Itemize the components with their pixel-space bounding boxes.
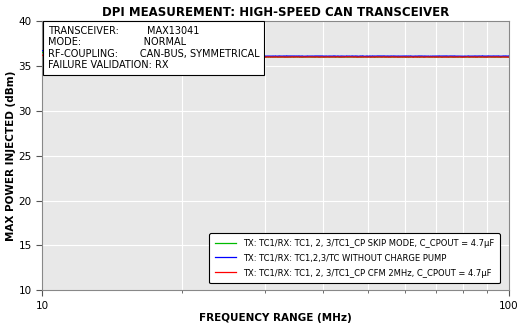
TX: TC1/RX: TC1, 2, 3/TC1_CP SKIP MODE, C_CPOUT = 4.7μF: (39.1, 36): TC1/RX: TC1, 2, 3/TC1_CP SKIP MODE, C_CP…: [315, 55, 322, 59]
X-axis label: FREQUENCY RANGE (MHz): FREQUENCY RANGE (MHz): [199, 314, 352, 323]
TX: TC1/RX: TC1,2,3/TC WITHOUT CHARGE PUMP: (39.1, 36.1): TC1/RX: TC1,2,3/TC WITHOUT CHARGE PUMP: …: [315, 54, 322, 58]
TX: TC1/RX: TC1, 2, 3/TC1_CP SKIP MODE, C_CPOUT = 4.7μF: (100, 36): TC1/RX: TC1, 2, 3/TC1_CP SKIP MODE, C_CP…: [506, 55, 512, 59]
TX: TC1/RX: TC1,2,3/TC WITHOUT CHARGE PUMP: (57.1, 36.1): TC1/RX: TC1,2,3/TC WITHOUT CHARGE PUMP: …: [392, 54, 398, 58]
TX: TC1/RX: TC1,2,3/TC WITHOUT CHARGE PUMP: (46.9, 36.1): TC1/RX: TC1,2,3/TC WITHOUT CHARGE PUMP: …: [352, 54, 358, 58]
TX: TC1/RX: TC1, 2, 3/TC1_CP CFM 2MHz, C_CPOUT = 4.7μF: (57.1, 36): TC1/RX: TC1, 2, 3/TC1_CP CFM 2MHz, C_CPO…: [392, 55, 398, 59]
TX: TC1/RX: TC1,2,3/TC WITHOUT CHARGE PUMP: (10.2, 36.7): TC1/RX: TC1,2,3/TC WITHOUT CHARGE PUMP: …: [43, 49, 50, 53]
TX: TC1/RX: TC1, 2, 3/TC1_CP SKIP MODE, C_CPOUT = 4.7μF: (10.1, 36.5): TC1/RX: TC1, 2, 3/TC1_CP SKIP MODE, C_CP…: [41, 50, 48, 54]
TX: TC1/RX: TC1, 2, 3/TC1_CP SKIP MODE, C_CPOUT = 4.7μF: (15.1, 35.8): TC1/RX: TC1, 2, 3/TC1_CP SKIP MODE, C_CP…: [123, 57, 129, 61]
TX: TC1/RX: TC1, 2, 3/TC1_CP SKIP MODE, C_CPOUT = 4.7μF: (46.9, 36): TC1/RX: TC1, 2, 3/TC1_CP SKIP MODE, C_CP…: [352, 55, 358, 59]
TX: TC1/RX: TC1, 2, 3/TC1_CP SKIP MODE, C_CPOUT = 4.7μF: (28.6, 36): TC1/RX: TC1, 2, 3/TC1_CP SKIP MODE, C_CP…: [252, 55, 258, 59]
TX: TC1/RX: TC1, 2, 3/TC1_CP CFM 2MHz, C_CPOUT = 4.7μF: (100, 36): TC1/RX: TC1, 2, 3/TC1_CP CFM 2MHz, C_CPO…: [506, 55, 512, 59]
TX: TC1/RX: TC1,2,3/TC WITHOUT CHARGE PUMP: (13.5, 35.5): TC1/RX: TC1,2,3/TC WITHOUT CHARGE PUMP: …: [100, 60, 106, 63]
Legend: TX: TC1/RX: TC1, 2, 3/TC1_CP SKIP MODE, C_CPOUT = 4.7μF, TX: TC1/RX: TC1,2,3/TC : TX: TC1/RX: TC1, 2, 3/TC1_CP SKIP MODE, …: [210, 233, 500, 283]
TX: TC1/RX: TC1,2,3/TC WITHOUT CHARGE PUMP: (15.1, 35.6): TC1/RX: TC1,2,3/TC WITHOUT CHARGE PUMP: …: [123, 59, 129, 63]
TX: TC1/RX: TC1, 2, 3/TC1_CP CFM 2MHz, C_CPOUT = 4.7μF: (18.2, 35.6): TC1/RX: TC1, 2, 3/TC1_CP CFM 2MHz, C_CPO…: [160, 58, 167, 62]
TX: TC1/RX: TC1,2,3/TC WITHOUT CHARGE PUMP: (18.2, 35.8): TC1/RX: TC1,2,3/TC WITHOUT CHARGE PUMP: …: [160, 56, 167, 60]
Y-axis label: MAX POWER INJECTED (dBm): MAX POWER INJECTED (dBm): [6, 70, 16, 241]
TX: TC1/RX: TC1, 2, 3/TC1_CP CFM 2MHz, C_CPOUT = 4.7μF: (46.9, 36): TC1/RX: TC1, 2, 3/TC1_CP CFM 2MHz, C_CPO…: [352, 55, 358, 59]
TX: TC1/RX: TC1, 2, 3/TC1_CP CFM 2MHz, C_CPOUT = 4.7μF: (10.4, 36.2): TC1/RX: TC1, 2, 3/TC1_CP CFM 2MHz, C_CPO…: [48, 53, 54, 57]
Title: DPI MEASUREMENT: HIGH-SPEED CAN TRANSCEIVER: DPI MEASUREMENT: HIGH-SPEED CAN TRANSCEI…: [102, 6, 449, 18]
Line: TX: TC1/RX: TC1,2,3/TC WITHOUT CHARGE PUMP: TX: TC1/RX: TC1,2,3/TC WITHOUT CHARGE PU…: [42, 51, 509, 62]
TX: TC1/RX: TC1, 2, 3/TC1_CP CFM 2MHz, C_CPOUT = 4.7μF: (28.6, 36): TC1/RX: TC1, 2, 3/TC1_CP CFM 2MHz, C_CPO…: [252, 55, 258, 59]
TX: TC1/RX: TC1, 2, 3/TC1_CP CFM 2MHz, C_CPOUT = 4.7μF: (15.1, 35.4): TC1/RX: TC1, 2, 3/TC1_CP CFM 2MHz, C_CPO…: [123, 61, 129, 64]
Text: TRANSCEIVER:         MAX13041
MODE:                    NORMAL
RF-COUPLING:      : TRANSCEIVER: MAX13041 MODE: NORMAL RF-CO…: [48, 26, 259, 70]
TX: TC1/RX: TC1,2,3/TC WITHOUT CHARGE PUMP: (100, 36.1): TC1/RX: TC1,2,3/TC WITHOUT CHARGE PUMP: …: [506, 54, 512, 58]
Line: TX: TC1/RX: TC1, 2, 3/TC1_CP CFM 2MHz, C_CPOUT = 4.7μF: TX: TC1/RX: TC1, 2, 3/TC1_CP CFM 2MHz, C…: [42, 55, 509, 63]
Line: TX: TC1/RX: TC1, 2, 3/TC1_CP SKIP MODE, C_CPOUT = 4.7μF: TX: TC1/RX: TC1, 2, 3/TC1_CP SKIP MODE, …: [42, 52, 509, 60]
TX: TC1/RX: TC1, 2, 3/TC1_CP SKIP MODE, C_CPOUT = 4.7μF: (10, 36.5): TC1/RX: TC1, 2, 3/TC1_CP SKIP MODE, C_CP…: [39, 50, 45, 54]
TX: TC1/RX: TC1, 2, 3/TC1_CP CFM 2MHz, C_CPOUT = 4.7μF: (14.6, 35.3): TC1/RX: TC1, 2, 3/TC1_CP CFM 2MHz, C_CPO…: [116, 61, 122, 65]
TX: TC1/RX: TC1, 2, 3/TC1_CP CFM 2MHz, C_CPOUT = 4.7μF: (10, 36.2): TC1/RX: TC1, 2, 3/TC1_CP CFM 2MHz, C_CPO…: [39, 53, 45, 57]
TX: TC1/RX: TC1, 2, 3/TC1_CP CFM 2MHz, C_CPOUT = 4.7μF: (39.1, 36): TC1/RX: TC1, 2, 3/TC1_CP CFM 2MHz, C_CPO…: [315, 55, 322, 59]
TX: TC1/RX: TC1,2,3/TC WITHOUT CHARGE PUMP: (28.6, 36.1): TC1/RX: TC1,2,3/TC WITHOUT CHARGE PUMP: …: [252, 54, 258, 58]
TX: TC1/RX: TC1, 2, 3/TC1_CP SKIP MODE, C_CPOUT = 4.7μF: (12.5, 35.6): TC1/RX: TC1, 2, 3/TC1_CP SKIP MODE, C_CP…: [84, 58, 90, 62]
TX: TC1/RX: TC1, 2, 3/TC1_CP SKIP MODE, C_CPOUT = 4.7μF: (18.2, 35.9): TC1/RX: TC1, 2, 3/TC1_CP SKIP MODE, C_CP…: [160, 56, 167, 60]
TX: TC1/RX: TC1, 2, 3/TC1_CP SKIP MODE, C_CPOUT = 4.7μF: (57.1, 36): TC1/RX: TC1, 2, 3/TC1_CP SKIP MODE, C_CP…: [392, 55, 398, 59]
TX: TC1/RX: TC1,2,3/TC WITHOUT CHARGE PUMP: (10, 36.7): TC1/RX: TC1,2,3/TC WITHOUT CHARGE PUMP: …: [39, 49, 45, 53]
